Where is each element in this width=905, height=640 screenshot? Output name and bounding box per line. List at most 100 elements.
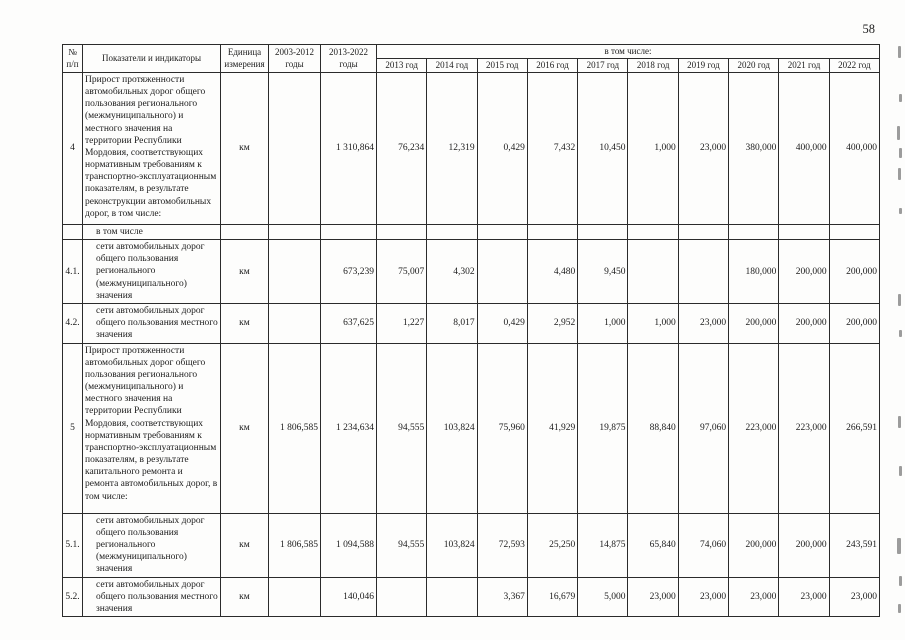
year-value-cell: 23,000 [627,576,679,618]
year-value-cell: 88,840 [627,342,679,514]
row-number-cell: 5 [62,342,83,514]
year-value-cell: 103,824 [426,342,478,514]
year-value-cell: 0,429 [476,72,528,225]
year-value-cell: 23,000 [677,303,730,344]
year-value-cell: 16,679 [526,576,579,618]
col-header-indicators: Показатели и индикаторы [82,44,221,73]
indicator-cell: сети автомобильных дорог общего пользова… [82,576,221,618]
value-2003-2012-cell: 1 806,585 [268,512,321,578]
header-row-2: 2013 год 2014 год 2015 год 2016 год 2017… [63,58,881,73]
row-number-cell: 4.2. [62,303,83,344]
year-value-cell: 7,432 [526,72,579,225]
year-value-cell: 3,367 [476,576,528,618]
col-header-year: 2019 год [677,58,730,73]
year-value-cell: 23,000 [677,72,730,225]
year-value-cell: 8,017 [426,303,478,344]
value-2003-2012-cell [268,223,321,241]
year-value-cell [677,223,730,241]
col-header-unit: Единица измерения [220,44,269,73]
value-2003-2012-cell [268,576,321,618]
col-header-year: 2020 год [728,58,780,73]
value-2003-2012-cell [268,72,321,225]
year-value-cell: 9,450 [577,239,629,305]
year-value-cell: 380,000 [728,72,780,225]
indicator-cell: в том числе [82,223,221,241]
year-value-cell [828,223,881,241]
table-body: 4 Прирост протяженности автомобильных дор… [62,72,881,618]
col-header-2003-2012: 2003-2012 годы [268,44,321,73]
indicator-cell: Прирост протяженности автомобильных доро… [82,342,221,514]
row-number-cell: 5.2. [62,576,83,618]
year-value-cell: 200,000 [728,512,780,578]
year-value-cell [677,239,730,305]
col-header-year: 2013 год [375,58,428,73]
year-value-cell: 200,000 [828,303,881,344]
year-value-cell [526,223,579,241]
value-2013-2022-cell: 140,046 [320,576,377,618]
value-2013-2022-cell: 637,625 [320,303,377,344]
year-value-cell: 97,060 [677,342,730,514]
col-header-2013-2022: 2013-2022 годы [320,44,377,73]
year-value-cell [375,576,428,618]
col-header-year: 2015 год [476,58,528,73]
unit-cell [220,223,269,241]
table-row: 5.1. сети автомобильных дорог общего поль… [62,512,881,578]
value-2003-2012-cell: 1 806,585 [268,342,321,514]
year-value-cell: 200,000 [778,239,830,305]
unit-cell: км [220,576,269,618]
col-header-year: 2017 год [577,58,629,73]
year-value-cell: 1,000 [627,72,679,225]
year-value-cell: 103,824 [426,512,478,578]
unit-cell: км [220,303,269,344]
unit-cell: км [220,239,269,305]
col-header-year: 2022 год [828,58,881,73]
row-number-cell: 4.1. [62,239,83,305]
year-value-cell [476,239,528,305]
col-header-including: в том числе: [376,44,880,59]
year-value-cell: 223,000 [778,342,830,514]
col-header-year: 2018 год [627,58,679,73]
indicator-cell: сети автомобильных дорог общего пользова… [82,239,221,305]
page-number: 58 [862,22,876,36]
unit-cell: км [220,342,269,514]
table-row: 5 Прирост протяженности автомобильных дор… [62,342,881,514]
year-value-cell: 4,480 [526,239,579,305]
indicator-cell: Прирост протяженности автомобильных доро… [82,72,221,225]
year-value-cell [627,223,679,241]
year-value-cell: 25,250 [526,512,579,578]
value-2003-2012-cell [268,239,321,305]
year-value-cell: 200,000 [778,512,830,578]
year-value-cell: 243,591 [828,512,881,578]
year-value-cell: 200,000 [778,303,830,344]
year-value-cell: 94,555 [375,342,428,514]
value-2003-2012-cell [268,303,321,344]
year-value-cell: 74,060 [677,512,730,578]
year-value-cell: 23,000 [828,576,881,618]
year-value-cell: 75,007 [375,239,428,305]
row-number-cell [62,223,83,241]
row-number-cell: 5.1. [62,512,83,578]
year-value-cell [728,223,780,241]
year-value-cell: 65,840 [627,512,679,578]
year-value-cell: 180,000 [728,239,780,305]
table-header: № п/п Показатели и индикаторы Единица из… [62,44,881,73]
table-row: 4.1. сети автомобильных дорог общего поль… [62,239,881,305]
table-row: 4.2. сети автомобильных дорог общего поль… [62,303,881,344]
year-value-cell: 10,450 [577,72,629,225]
value-2013-2022-cell [320,223,377,241]
year-value-cell: 23,000 [778,576,830,618]
year-value-cell [577,223,629,241]
year-value-cell: 266,591 [828,342,881,514]
indicators-table: № п/п Показатели и индикаторы Единица из… [62,44,881,618]
year-value-cell: 1,227 [375,303,428,344]
col-header-year: 2014 год [426,58,478,73]
row-number-cell: 4 [62,72,83,225]
value-2013-2022-cell: 1 234,634 [320,342,377,514]
table-subheader-row: в том числе [62,223,881,241]
year-value-cell: 223,000 [728,342,780,514]
value-2013-2022-cell: 1 094,588 [320,512,377,578]
year-value-cell: 72,593 [476,512,528,578]
year-value-cell: 12,319 [426,72,478,225]
year-value-cell [426,576,478,618]
table-row: 4 Прирост протяженности автомобильных дор… [62,72,881,225]
